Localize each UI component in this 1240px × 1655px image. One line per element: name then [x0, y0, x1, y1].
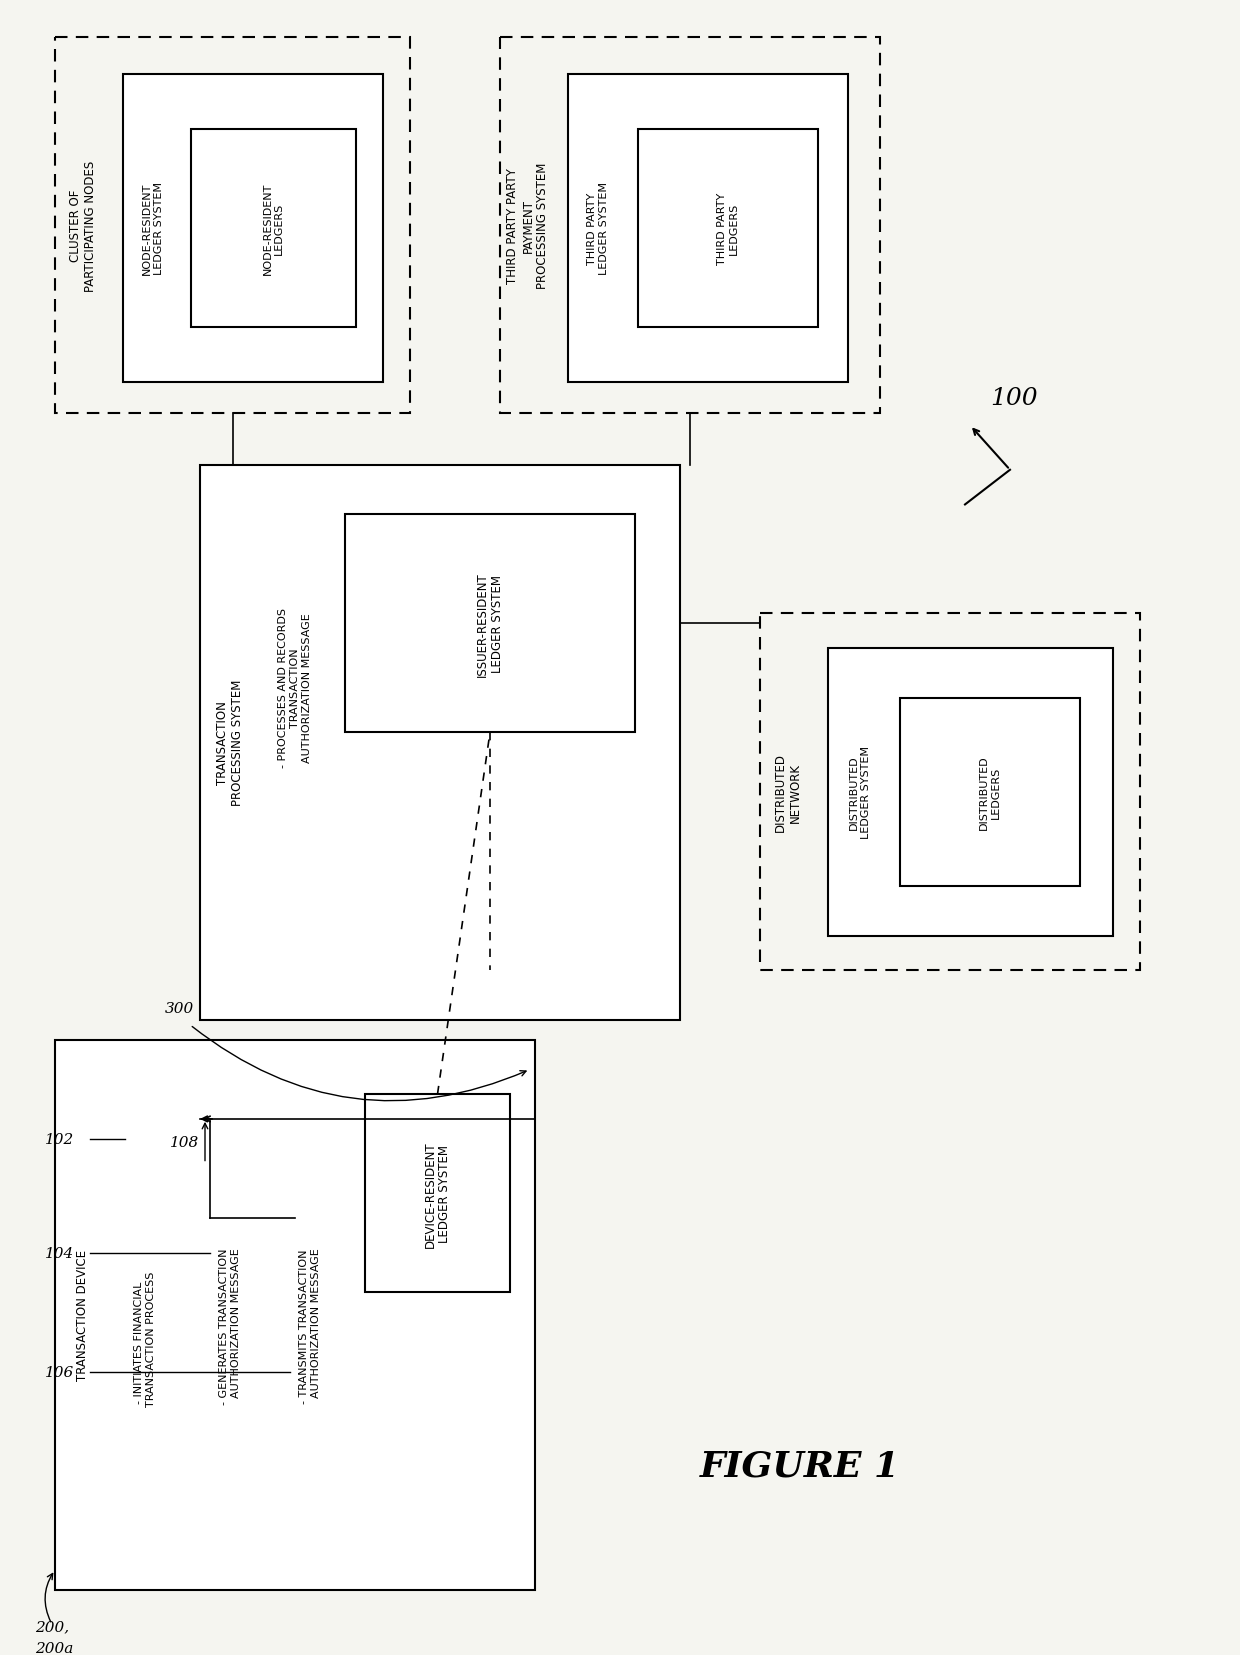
Text: 100: 100 — [990, 386, 1038, 409]
Bar — [55, 1039, 534, 1590]
Text: THIRD PARTY
LEDGERS: THIRD PARTY LEDGERS — [717, 192, 739, 265]
Text: NODE-RESIDENT
LEDGER SYSTEM: NODE-RESIDENT LEDGER SYSTEM — [143, 182, 164, 275]
Bar — [55, 38, 410, 414]
Bar — [639, 129, 818, 328]
Text: ISSUER-RESIDENT
LEDGER SYSTEM: ISSUER-RESIDENT LEDGER SYSTEM — [476, 571, 503, 677]
Text: 200a: 200a — [35, 1642, 73, 1655]
Text: 106: 106 — [45, 1365, 74, 1379]
Bar — [123, 74, 383, 382]
Text: 200,: 200, — [35, 1620, 69, 1633]
Bar — [200, 465, 680, 1019]
Text: 108: 108 — [170, 1135, 200, 1149]
Bar — [568, 74, 848, 382]
Bar — [900, 698, 1080, 887]
Text: TRANSACTION DEVICE: TRANSACTION DEVICE — [77, 1250, 89, 1380]
Text: FIGURE 1: FIGURE 1 — [699, 1448, 900, 1483]
Text: - INITIATES FINANCIAL
  TRANSACTION PROCESS: - INITIATES FINANCIAL TRANSACTION PROCES… — [134, 1271, 156, 1413]
Bar — [828, 649, 1114, 937]
Bar — [365, 1094, 510, 1293]
Text: - TRANSMITS TRANSACTION
  AUTHORIZATION MESSAGE: - TRANSMITS TRANSACTION AUTHORIZATION ME… — [299, 1248, 321, 1403]
Bar — [345, 515, 635, 733]
Bar — [191, 129, 356, 328]
Text: DEVICE-RESIDENT
LEDGER SYSTEM: DEVICE-RESIDENT LEDGER SYSTEM — [424, 1140, 451, 1246]
Text: 104: 104 — [45, 1246, 74, 1259]
Text: TRANSACTION
PROCESSING SYSTEM: TRANSACTION PROCESSING SYSTEM — [216, 680, 244, 806]
Text: 300: 300 — [165, 1001, 195, 1015]
Bar — [500, 38, 880, 414]
Text: CLUSTER OF
PARTICIPATING NODES: CLUSTER OF PARTICIPATING NODES — [69, 161, 97, 291]
Text: DISTRIBUTED
NETWORK: DISTRIBUTED NETWORK — [774, 753, 802, 832]
Text: DISTRIBUTED
LEDGER SYSTEM: DISTRIBUTED LEDGER SYSTEM — [849, 746, 870, 839]
Text: 102: 102 — [45, 1132, 74, 1145]
Text: - GENERATES TRANSACTION
  AUTHORIZATION MESSAGE: - GENERATES TRANSACTION AUTHORIZATION ME… — [219, 1248, 241, 1403]
Text: NODE-RESIDENT
LEDGERS: NODE-RESIDENT LEDGERS — [263, 182, 284, 275]
Text: THIRD PARTY
LEDGER SYSTEM: THIRD PARTY LEDGER SYSTEM — [588, 182, 609, 275]
Text: DISTRIBUTED
LEDGERS: DISTRIBUTED LEDGERS — [980, 755, 1001, 829]
Text: THIRD PARTY PARTY
PAYMENT
PROCESSING SYSTEM: THIRD PARTY PARTY PAYMENT PROCESSING SYS… — [506, 162, 549, 290]
Text: - PROCESSES AND RECORDS
TRANSACTION
AUTHORIZATION MESSAGE: - PROCESSES AND RECORDS TRANSACTION AUTH… — [279, 607, 311, 768]
Bar — [760, 614, 1140, 971]
